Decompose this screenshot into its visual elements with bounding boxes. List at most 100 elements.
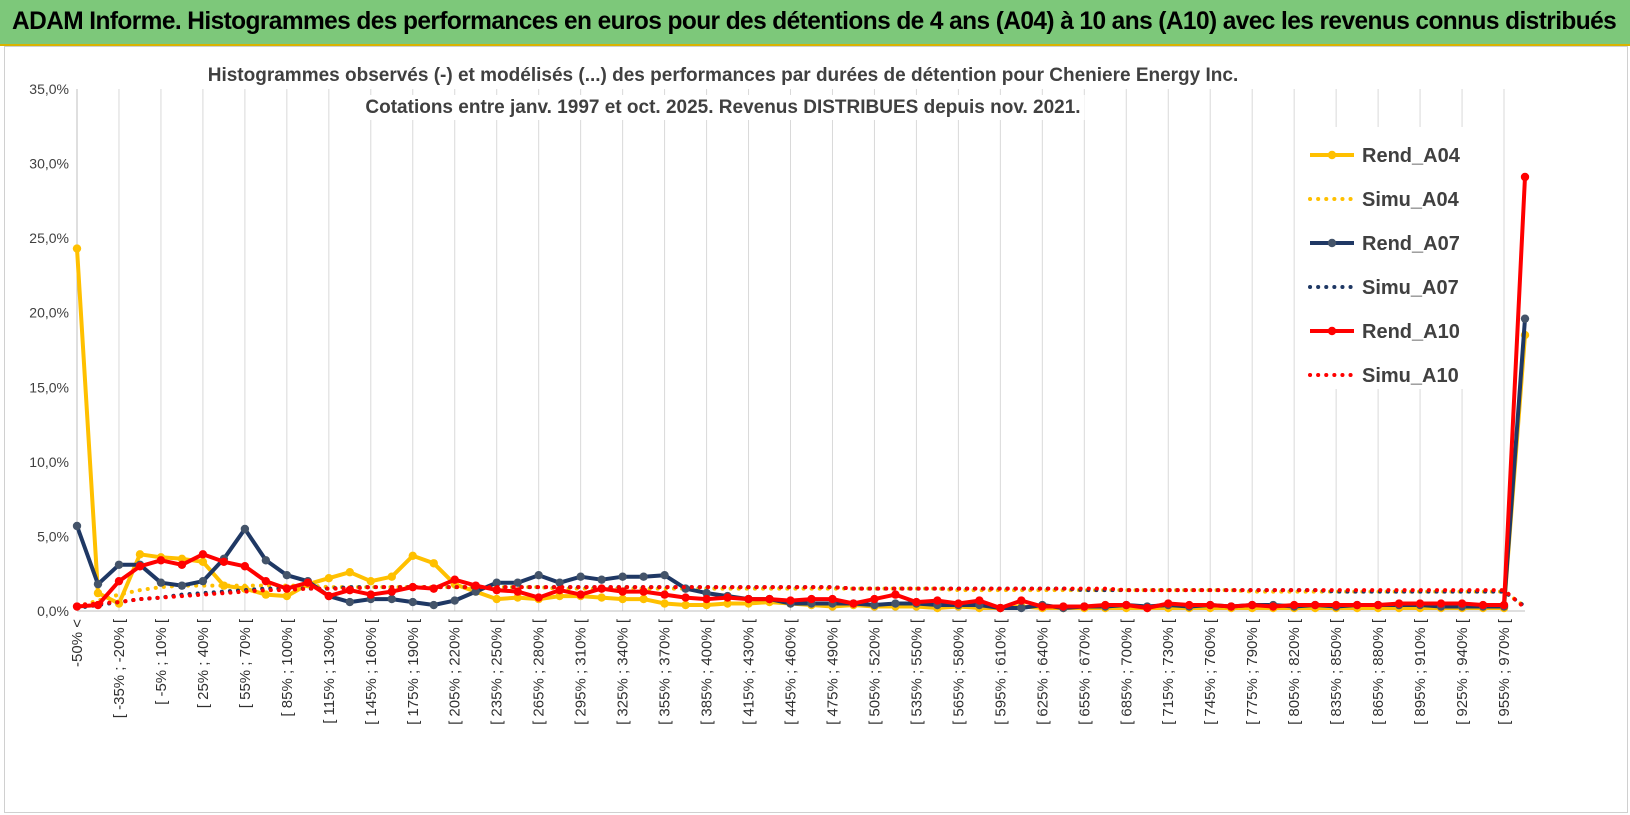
x-tick-label: [ 955% ; 970% [ [1496,618,1513,725]
data-point-rend-a10 [765,594,774,604]
data-point-rend-a04 [681,600,690,610]
legend-marker-rend-a04 [1327,150,1337,160]
x-tick-label: [ 505% ; 520% [ [866,618,883,725]
x-tick-label: [ 625% ; 640% [ [1034,618,1051,725]
data-point-rend-a10 [198,550,208,559]
data-point-rend-a10 [1436,599,1446,608]
data-point-rend-a10 [891,590,900,599]
data-point-rend-a10 [1101,600,1110,610]
data-point-rend-a07 [198,576,208,586]
data-point-rend-a07 [429,600,438,610]
data-point-rend-a10 [1499,600,1509,610]
data-point-rend-a10 [135,562,145,571]
data-point-rend-a07 [282,571,292,580]
data-point-rend-a04 [618,594,627,604]
data-point-rend-a07 [513,578,522,587]
data-point-rend-a10 [1394,599,1404,608]
x-tick-label: [ 535% ; 550% [ [908,618,925,725]
x-tick-label: [ 715% ; 730% [ [1160,618,1177,725]
x-tick-label: [ 115% ; 130% [ [321,618,338,724]
data-point-rend-a10 [1373,600,1383,610]
data-point-rend-a07 [471,587,480,596]
y-tick-label: 0,0% [37,603,69,619]
data-point-rend-a04 [135,550,145,559]
data-point-rend-a04 [702,600,711,610]
data-point-rend-a07 [408,597,417,607]
y-tick-label: 20,0% [29,305,69,321]
y-tick-label: 5,0% [37,528,69,544]
data-point-rend-a07 [891,599,900,608]
data-point-rend-a10 [366,590,375,599]
chart-title-line: Histogrammes observés (-) et modélisés (… [208,65,1239,86]
data-point-rend-a10 [1310,600,1320,610]
x-tick-label: [ 805% ; 820% [ [1286,618,1303,725]
x-tick-label: [ 865% ; 880% [ [1370,618,1387,725]
line-chart: 0,0% 5,0% 10,0% 15,0% 20,0% 25,0% 30,0% 35,0% -5… [29,63,1530,725]
x-tick-label: [ 145% ; 160% [ [363,618,380,725]
data-point-rend-a10 [870,594,879,604]
banner-title: ADAM Informe. Histogrammes des performan… [12,7,1617,35]
data-point-rend-a04 [408,551,417,561]
data-point-rend-a04 [219,581,229,590]
data-point-rend-a07 [702,588,711,598]
data-point-rend-a07 [1017,603,1026,613]
data-point-rend-a10 [975,596,984,605]
x-tick-label: [ -35% ; -20% [ [111,618,128,718]
chart-title-background [361,95,1085,120]
data-point-rend-a10 [1122,600,1131,610]
y-tick-label: 25,0% [29,230,69,246]
data-point-rend-a10 [240,562,250,571]
x-tick-label: [ 895% ; 910% [ [1412,618,1429,725]
data-point-rend-a10 [1038,602,1047,611]
data-point-rend-a10 [912,597,921,607]
x-tick-label: [ 925% ; 940% [ [1454,618,1471,725]
legend-marker-rend-a10 [1327,326,1337,336]
data-point-rend-a10 [849,599,858,608]
data-point-rend-a10 [114,576,124,586]
chart-title-line: Cotations entre janv. 1997 et oct. 2025.… [365,97,1080,118]
title-banner: ADAM Informe. Histogrammes des performan… [0,0,1630,46]
data-point-rend-a10 [1227,602,1236,611]
data-point-rend-a10 [324,591,334,601]
data-point-rend-a07 [597,575,606,584]
data-point-rend-a10 [996,603,1005,613]
chart-title-background [203,63,1243,88]
data-point-rend-a10 [639,587,648,596]
data-point-rend-a04 [660,599,669,608]
data-point-rend-a07 [93,579,103,589]
data-point-rend-a07 [450,596,459,605]
x-tick-label: [ 25% ; 40% [ [195,618,212,708]
data-point-rend-a10 [513,587,522,596]
data-point-rend-a10 [1268,602,1278,611]
data-point-rend-a10 [1520,172,1530,182]
data-point-rend-a10 [261,576,271,586]
legend-marker-rend-a07 [1327,238,1337,248]
x-tick-label: [ 385% ; 400% [ [699,618,716,725]
data-point-rend-a07 [156,578,166,587]
legend-label-simu-a07: Simu_A07 [1362,277,1459,299]
x-tick-label: [ 445% ; 460% [ [783,618,800,725]
data-point-rend-a10 [702,594,711,604]
data-point-rend-a10 [681,593,690,602]
data-point-rend-a07 [261,556,271,565]
y-tick-label: 10,0% [29,454,69,470]
data-point-rend-a04 [597,593,606,602]
data-point-rend-a07 [177,581,187,590]
data-point-rend-a07 [1520,314,1530,323]
data-point-rend-a10 [1478,600,1488,610]
data-point-rend-a10 [1059,602,1068,611]
data-point-rend-a10 [1164,599,1173,608]
legend-background [1296,127,1466,389]
data-point-rend-a10 [1206,600,1215,610]
data-point-rend-a04 [198,557,208,566]
x-tick-label: [ 265% ; 280% [ [531,618,548,725]
data-point-rend-a04 [345,568,355,577]
data-point-rend-a10 [219,557,229,566]
data-point-rend-a10 [1289,600,1299,610]
x-tick-label: [ 205% ; 220% [ [447,618,464,725]
chart-area: 0,0% 5,0% 10,0% 15,0% 20,0% 25,0% 30,0% 35,0% -5… [4,46,1628,813]
data-point-rend-a04 [513,593,522,602]
data-point-rend-a10 [177,560,187,569]
data-point-rend-a10 [1457,599,1467,608]
data-point-rend-a10 [408,582,417,592]
